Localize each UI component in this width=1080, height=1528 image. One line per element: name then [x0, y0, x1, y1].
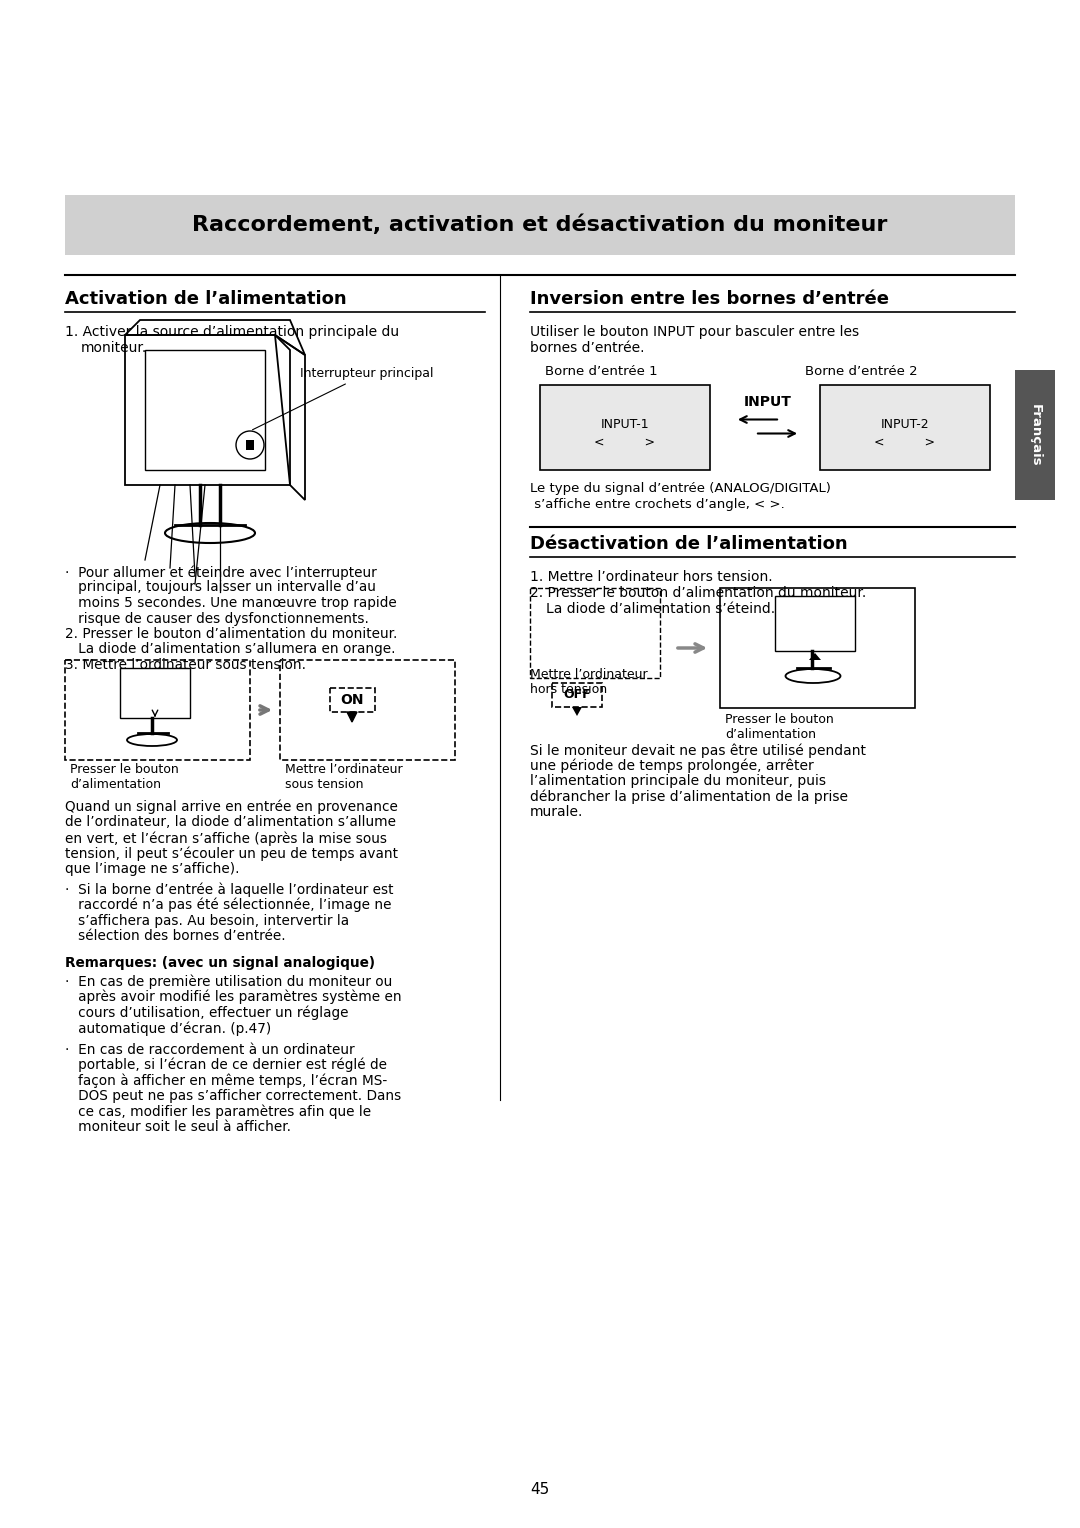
- Text: moins 5 secondes. Une manœuvre trop rapide: moins 5 secondes. Une manœuvre trop rapi…: [65, 596, 396, 610]
- Text: de l’ordinateur, la diode d’alimentation s’allume: de l’ordinateur, la diode d’alimentation…: [65, 816, 396, 830]
- Text: INPUT-1: INPUT-1: [600, 419, 649, 431]
- Bar: [820, 385, 990, 471]
- Text: ·  En cas de première utilisation du moniteur ou: · En cas de première utilisation du moni…: [65, 975, 392, 989]
- Text: Interrupteur principal: Interrupteur principal: [253, 367, 433, 429]
- Text: INPUT-2: INPUT-2: [880, 419, 929, 431]
- Text: portable, si l’écran de ce dernier est réglé de: portable, si l’écran de ce dernier est r…: [65, 1057, 387, 1073]
- Text: ce cas, modifier les paramètres afin que le: ce cas, modifier les paramètres afin que…: [65, 1105, 372, 1118]
- Bar: [540, 385, 710, 471]
- Polygon shape: [347, 712, 357, 723]
- Text: La diode d’alimentation s’éteind.: La diode d’alimentation s’éteind.: [546, 602, 775, 616]
- Text: Mettre l’ordinateur
sous tension: Mettre l’ordinateur sous tension: [285, 762, 403, 792]
- Text: après avoir modifié les paramètres système en: après avoir modifié les paramètres systè…: [65, 990, 402, 1004]
- Bar: [1015, 370, 1055, 500]
- Text: Utiliser le bouton INPUT pour basculer entre les: Utiliser le bouton INPUT pour basculer e…: [530, 325, 859, 339]
- Polygon shape: [809, 652, 821, 660]
- Text: moniteur soit le seul à afficher.: moniteur soit le seul à afficher.: [65, 1120, 291, 1134]
- Bar: [552, 683, 602, 707]
- Text: Si le moniteur devait ne pas être utilisé pendant: Si le moniteur devait ne pas être utilis…: [530, 743, 866, 758]
- Bar: [145, 350, 265, 471]
- Text: Presser le bouton
d’alimentation: Presser le bouton d’alimentation: [725, 714, 834, 741]
- Text: INPUT: INPUT: [744, 396, 792, 410]
- Text: sélection des bornes d’entrée.: sélection des bornes d’entrée.: [65, 929, 285, 943]
- Bar: [330, 688, 375, 712]
- Text: 45: 45: [530, 1482, 550, 1497]
- Text: en vert, et l’écran s’affiche (après la mise sous: en vert, et l’écran s’affiche (après la …: [65, 831, 387, 845]
- Bar: [120, 668, 190, 718]
- Bar: [246, 440, 254, 451]
- Bar: [530, 588, 660, 678]
- Text: bornes d’entrée.: bornes d’entrée.: [530, 341, 645, 354]
- Text: raccordé n’a pas été sélectionnée, l’image ne: raccordé n’a pas été sélectionnée, l’ima…: [65, 898, 391, 912]
- Text: Français: Français: [1028, 403, 1041, 466]
- Text: 2. Presser le bouton d’alimentation du moniteur.: 2. Presser le bouton d’alimentation du m…: [530, 587, 866, 601]
- Text: DOS peut ne pas s’afficher correctement. Dans: DOS peut ne pas s’afficher correctement.…: [65, 1089, 402, 1103]
- Text: tension, il peut s’écouler un peu de temps avant: tension, il peut s’écouler un peu de tem…: [65, 847, 399, 860]
- Text: s’affichera pas. Au besoin, intervertir la: s’affichera pas. Au besoin, intervertir …: [65, 914, 349, 927]
- Text: principal, toujours laisser un intervalle d’au: principal, toujours laisser un intervall…: [65, 581, 376, 594]
- Text: ·  Pour allumer et éteindre avec l’interrupteur: · Pour allumer et éteindre avec l’interr…: [65, 565, 377, 579]
- Text: Mettre l’ordinateur
hors tension: Mettre l’ordinateur hors tension: [530, 668, 648, 695]
- Text: ·  En cas de raccordement à un ordinateur: · En cas de raccordement à un ordinateur: [65, 1042, 354, 1056]
- Polygon shape: [572, 707, 582, 717]
- Text: une période de temps prolongée, arrêter: une période de temps prolongée, arrêter: [530, 758, 813, 773]
- Text: Raccordement, activation et désactivation du moniteur: Raccordement, activation et désactivatio…: [192, 215, 888, 235]
- Text: Borne d’entrée 1: Borne d’entrée 1: [545, 365, 658, 377]
- Text: 3. Mettre l’ordinateur sous tension.: 3. Mettre l’ordinateur sous tension.: [65, 659, 306, 672]
- Text: <          >: < >: [594, 437, 656, 449]
- Text: que l’image ne s’affiche).: que l’image ne s’affiche).: [65, 862, 240, 876]
- Text: Remarques: (avec un signal analogique): Remarques: (avec un signal analogique): [65, 957, 375, 970]
- Text: risque de causer des dysfonctionnements.: risque de causer des dysfonctionnements.: [65, 611, 369, 625]
- Text: s’affiche entre crochets d’angle, < >.: s’affiche entre crochets d’angle, < >.: [530, 498, 785, 510]
- Text: moniteur.: moniteur.: [81, 341, 147, 354]
- Text: murale.: murale.: [530, 805, 583, 819]
- Text: débrancher la prise d’alimentation de la prise: débrancher la prise d’alimentation de la…: [530, 790, 848, 804]
- Text: l’alimentation principale du moniteur, puis: l’alimentation principale du moniteur, p…: [530, 775, 826, 788]
- Text: ·  Si la borne d’entrée à laquelle l’ordinateur est: · Si la borne d’entrée à laquelle l’ordi…: [65, 883, 393, 897]
- Text: Le type du signal d’entrée (ANALOG/DIGITAL): Le type du signal d’entrée (ANALOG/DIGIT…: [530, 481, 831, 495]
- Text: façon à afficher en même temps, l’écran MS-: façon à afficher en même temps, l’écran …: [65, 1074, 388, 1088]
- Text: 1. Activer la source d’alimentation principale du: 1. Activer la source d’alimentation prin…: [65, 325, 400, 339]
- Text: Presser le bouton
d’alimentation: Presser le bouton d’alimentation: [70, 762, 179, 792]
- Text: Inversion entre les bornes d’entrée: Inversion entre les bornes d’entrée: [530, 290, 889, 309]
- Text: Activation de l’alimentation: Activation de l’alimentation: [65, 290, 347, 309]
- Text: Borne d’entrée 2: Borne d’entrée 2: [805, 365, 918, 377]
- Bar: [65, 660, 249, 759]
- Text: Quand un signal arrive en entrée en provenance: Quand un signal arrive en entrée en prov…: [65, 801, 397, 814]
- Bar: [775, 596, 855, 651]
- Text: 1. Mettre l’ordinateur hors tension.: 1. Mettre l’ordinateur hors tension.: [530, 570, 772, 584]
- Text: automatique d’écran. (p.47): automatique d’écran. (p.47): [65, 1021, 271, 1036]
- Text: <          >: < >: [875, 437, 935, 449]
- Text: Désactivation de l’alimentation: Désactivation de l’alimentation: [530, 535, 848, 553]
- Text: ON: ON: [340, 694, 364, 707]
- Text: La diode d’alimentation s’allumera en orange.: La diode d’alimentation s’allumera en or…: [65, 642, 395, 657]
- Bar: [65, 196, 1015, 255]
- Text: cours d’utilisation, effectuer un réglage: cours d’utilisation, effectuer un réglag…: [65, 1005, 349, 1021]
- Text: OFF: OFF: [563, 689, 591, 701]
- Text: 2. Presser le bouton d’alimentation du moniteur.: 2. Presser le bouton d’alimentation du m…: [65, 626, 397, 642]
- Bar: [280, 660, 455, 759]
- Bar: [720, 588, 915, 707]
